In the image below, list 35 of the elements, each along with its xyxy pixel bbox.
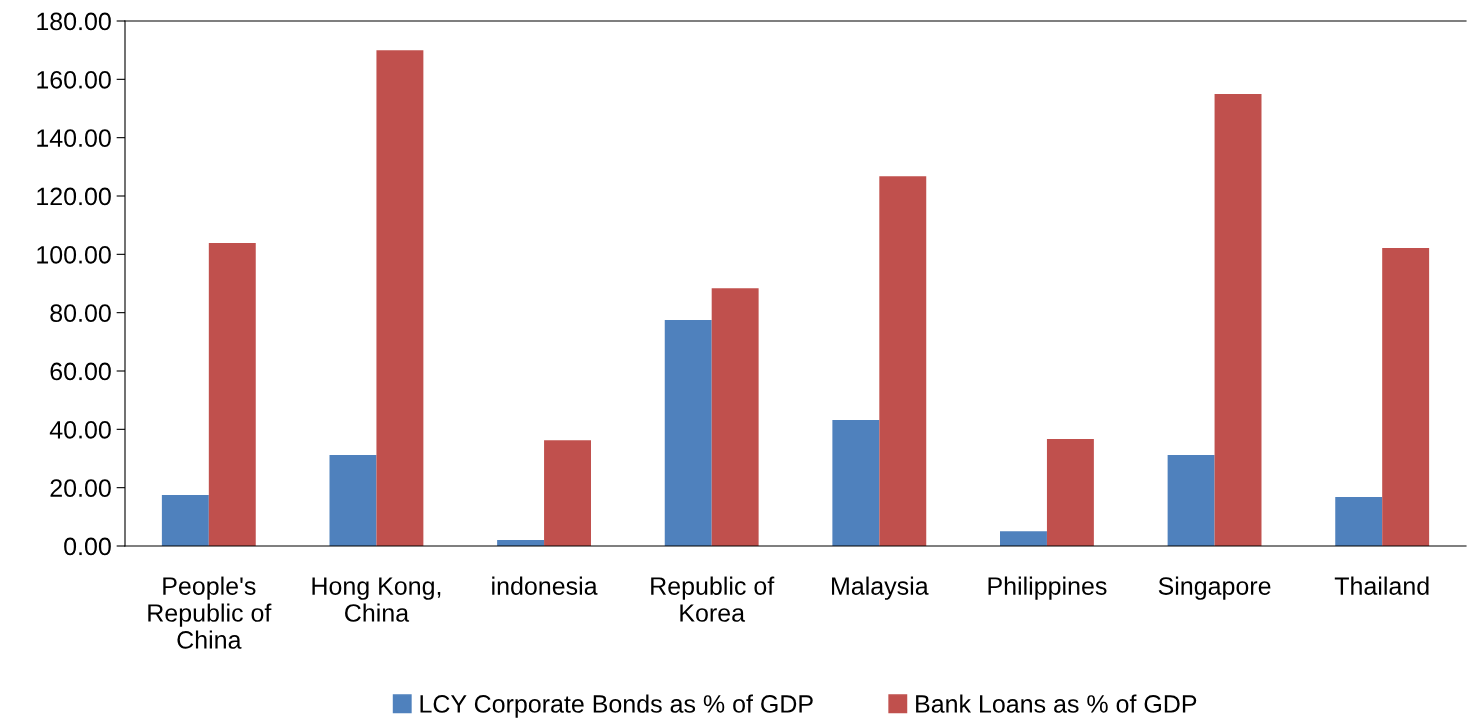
y-tick-label: 160.00	[37, 70, 111, 89]
x-tick-label: Philippines	[988, 576, 1107, 600]
x-tick-label: Republic of Korea	[651, 576, 775, 622]
y-tick-label: 20.00	[50, 479, 111, 497]
bar	[376, 50, 424, 546]
bar	[664, 319, 712, 546]
x-tick-label: Thailand	[1334, 576, 1429, 595]
x-tick-label: indonesia	[492, 576, 598, 595]
bar	[1214, 93, 1262, 546]
y-tick-label: 40.00	[49, 420, 111, 439]
x-tick-label: People's Republic of China	[148, 576, 272, 649]
bar	[832, 420, 880, 546]
bar	[1167, 455, 1215, 546]
x-tick-label: Singapore	[1158, 576, 1271, 600]
y-tick-label: 180.00	[37, 12, 111, 31]
y-tick-label: 80.00	[50, 304, 111, 322]
bar	[544, 440, 591, 546]
bar	[1335, 497, 1383, 546]
bar	[1382, 247, 1430, 546]
y-tick-label: 120.00	[37, 187, 111, 206]
y-tick-label: 100.00	[37, 245, 111, 264]
y-tick-label: 0.00	[64, 537, 111, 556]
bar	[161, 494, 209, 546]
bar	[329, 455, 377, 546]
y-tick-label: 140.00	[37, 129, 111, 147]
x-tick-label: Malaysia	[832, 576, 929, 600]
bar	[879, 176, 927, 546]
bar	[1000, 531, 1047, 546]
bar	[711, 288, 759, 546]
legend-label: LCY Corporate Bonds as % of GDP	[420, 694, 813, 718]
y-tick-label: 60.00	[50, 362, 111, 381]
x-tick-label: Hong Kong, China	[312, 577, 441, 622]
bar	[208, 242, 256, 546]
bar	[1046, 438, 1094, 546]
legend-label: Bank Loans as % of GDP	[916, 694, 1197, 713]
